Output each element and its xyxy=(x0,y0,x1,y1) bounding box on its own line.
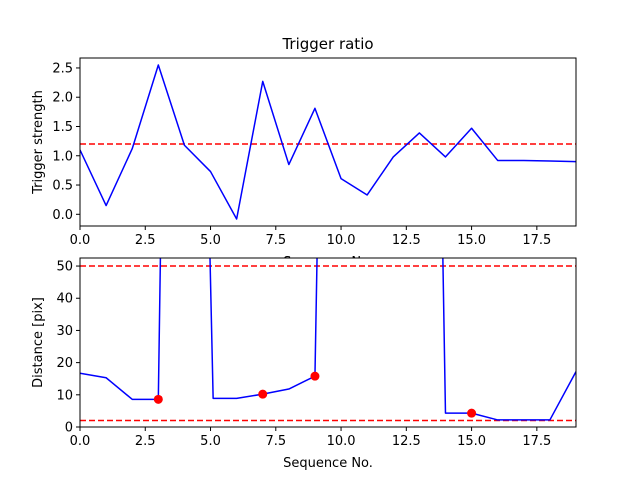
marker-point xyxy=(310,371,320,381)
x-tick-label: 0.0 xyxy=(70,233,91,248)
y-tick-label: 2.5 xyxy=(52,61,73,76)
y-tick-label: 2.0 xyxy=(52,91,73,106)
chart-title: Trigger ratio xyxy=(281,35,373,53)
y-tick-label: 0.0 xyxy=(52,208,73,223)
series-line xyxy=(80,258,162,401)
x-tick-label: 5.0 xyxy=(200,233,221,248)
y-tick-label: 40 xyxy=(56,292,73,307)
y-tick-label: 50 xyxy=(56,260,73,275)
distance-panel: 0.0 2.5 5.0 7.5 10.0 12.5 15.0 17.5 0 10 20 30 40 50 S… xyxy=(31,257,577,471)
axes-frame xyxy=(79,257,577,428)
x-tick-label: 10.0 xyxy=(327,434,356,449)
plot-area xyxy=(80,258,576,427)
x-tick-label: 7.5 xyxy=(265,233,286,248)
axes-frame xyxy=(79,57,577,227)
trigger-ratio-panel: 0.0 2.5 5.0 7.5 10.0 12.5 15.0 17.5 0.0 0.5 1.0 1.5… xyxy=(31,35,577,270)
x-tick-label: 2.5 xyxy=(135,434,156,449)
x-tick-label: 12.5 xyxy=(392,233,421,248)
x-tick-label: 5.0 xyxy=(200,434,221,449)
x-tick-label: 17.5 xyxy=(522,434,551,449)
series-line xyxy=(442,258,576,421)
series-line xyxy=(80,64,576,220)
y-axis-label: Trigger strength xyxy=(31,90,46,195)
plot-content xyxy=(80,64,576,220)
y-tick-label: 0.5 xyxy=(52,179,73,194)
x-tick-label: 12.5 xyxy=(392,434,421,449)
x-tick-label: 15.0 xyxy=(457,434,486,449)
x-tick-label: 17.5 xyxy=(522,233,551,248)
y-axis-label: Distance [pix] xyxy=(31,297,46,388)
marker-point xyxy=(258,389,268,399)
x-tick-label: 15.0 xyxy=(457,233,486,248)
x-axis-label: Sequence No. xyxy=(283,456,373,471)
y-tick-label: 30 xyxy=(56,324,73,339)
y-tick-label: 1.0 xyxy=(52,149,73,164)
x-tick-label: 10.0 xyxy=(327,233,356,248)
y-tick-label: 0 xyxy=(65,421,73,436)
marker-point xyxy=(153,394,163,404)
x-tick-label: 2.5 xyxy=(135,233,156,248)
x-tick-label: 7.5 xyxy=(265,434,286,449)
x-tick-label: 0.0 xyxy=(70,434,91,449)
y-tick-label: 1.5 xyxy=(52,120,73,135)
y-tick-label: 20 xyxy=(56,356,73,371)
y-tick-label: 10 xyxy=(56,388,73,403)
marker-point xyxy=(467,408,477,418)
plot-content xyxy=(80,258,576,422)
